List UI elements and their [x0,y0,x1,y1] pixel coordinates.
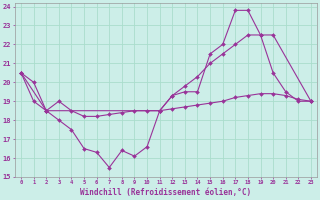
X-axis label: Windchill (Refroidissement éolien,°C): Windchill (Refroidissement éolien,°C) [80,188,252,197]
